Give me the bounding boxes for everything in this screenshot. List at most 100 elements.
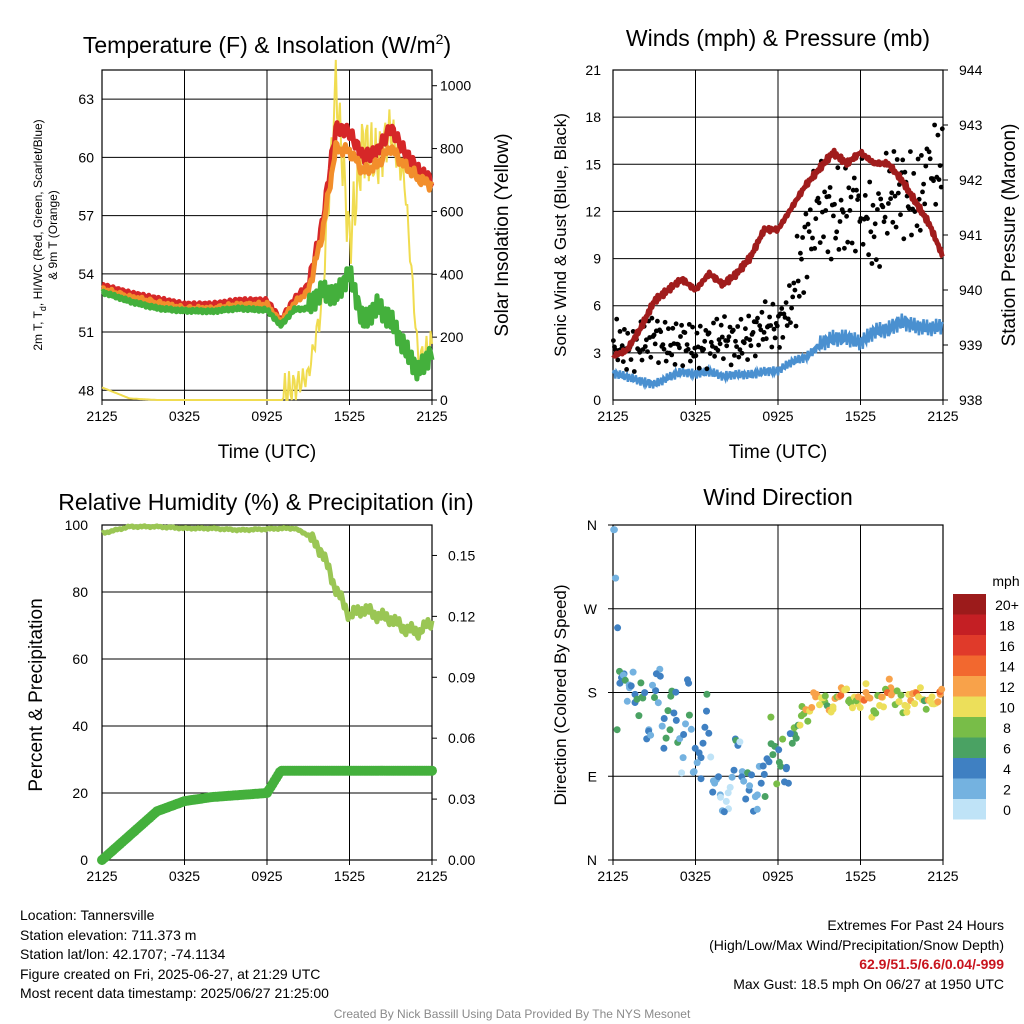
direction-point (757, 779, 765, 787)
legend-label: 6 (1003, 741, 1011, 757)
direction-point (759, 762, 767, 770)
gust-point (927, 156, 933, 162)
direction-point (701, 723, 709, 731)
gust-point (716, 337, 722, 343)
direction-point (623, 697, 631, 705)
gust-point (722, 314, 727, 319)
y-tick-label: N (587, 517, 597, 533)
gust-point (726, 334, 732, 340)
gust-point (771, 326, 777, 332)
gust-point (704, 366, 710, 372)
direction-point (627, 682, 635, 690)
y-tick-label: 60 (72, 651, 88, 667)
gust-point (894, 157, 900, 162)
temperature-chart: Temperature (F) & Insolation (W/m2) 2125 0… (31, 31, 513, 463)
x-tick-label: 0925 (762, 408, 793, 424)
direction-point (773, 780, 781, 788)
gust-point (788, 320, 793, 325)
x-axis-label: Time (UTC) (729, 442, 828, 463)
gust-point (702, 338, 708, 344)
y-tick-label-right: 938 (959, 392, 983, 408)
gust-point (848, 194, 854, 200)
gust-point (868, 229, 874, 235)
direction-point (804, 717, 812, 725)
direction-point (633, 695, 641, 703)
direction-point (635, 712, 643, 720)
direction-point (715, 773, 722, 781)
gust-point (908, 149, 913, 155)
direction-point (742, 795, 750, 803)
direction-point (724, 789, 732, 797)
direction-point (703, 707, 710, 715)
gust-point (849, 240, 855, 246)
gust-point (816, 200, 822, 206)
gust-point (938, 184, 944, 190)
gust-point (794, 233, 800, 239)
gust-point (876, 191, 881, 197)
gust-point (791, 280, 797, 286)
direction-point (616, 679, 624, 687)
direction-point (641, 689, 649, 697)
gust-point (767, 314, 772, 320)
y-tick-label: 3 (593, 345, 601, 361)
x-tick-label: 2125 (927, 408, 958, 424)
gust-point (878, 196, 884, 202)
y-tick-label: 51 (78, 324, 94, 340)
y-tick-label-right: 400 (440, 266, 464, 282)
gust-point (719, 334, 725, 340)
y-tick-label-right: 940 (959, 282, 983, 298)
gust-point (825, 249, 831, 255)
gust-point (724, 343, 730, 349)
x-tick-label: 0925 (251, 408, 282, 424)
gust-point (734, 344, 739, 349)
direction-point (775, 746, 783, 754)
gust-point (884, 230, 890, 236)
gust-point (747, 337, 753, 343)
gust-point (898, 212, 903, 218)
direction-point (637, 679, 645, 687)
gust-point (795, 278, 801, 284)
gust-point (821, 234, 826, 240)
y-tick-label-right: 200 (440, 329, 464, 345)
gust-point (836, 247, 842, 252)
gust-point (690, 324, 695, 330)
direction-point (612, 574, 620, 582)
gust-point (869, 261, 875, 266)
x-axis-label: Time (UTC) (218, 442, 317, 463)
gust-point (651, 332, 657, 338)
direction-point (691, 744, 699, 752)
gust-point (617, 329, 623, 334)
direction-point (678, 769, 686, 777)
gust-point (784, 323, 790, 328)
gust-point (890, 219, 896, 225)
legend-swatch (953, 696, 986, 717)
x-tick-label: 2125 (416, 408, 447, 424)
gust-point (844, 213, 849, 219)
gust-point (655, 318, 660, 324)
gust-point (851, 175, 857, 181)
gust-point (715, 347, 721, 353)
legend-label: 2 (1003, 782, 1011, 798)
direction-point (746, 782, 754, 790)
gust-point (725, 338, 731, 343)
x-tick-label: 0325 (680, 408, 711, 424)
gust-point (789, 305, 794, 311)
direction-point (658, 722, 666, 730)
y-tick-label-right: 943 (959, 117, 983, 133)
y-axis-label-right: Station Pressure (Maroon) (999, 124, 1020, 347)
gust-point (823, 208, 829, 213)
gust-point (838, 197, 844, 203)
direction-point (699, 739, 707, 747)
chart-title: Temperature (F) & Insolation (W/m2) (83, 31, 451, 58)
direction-point (808, 704, 816, 711)
x-tick-label: 0325 (169, 408, 200, 424)
direction-point (717, 793, 724, 801)
gust-point (881, 219, 887, 225)
direction-point (862, 680, 870, 688)
gust-point (762, 299, 768, 305)
gust-point (800, 235, 805, 240)
gust-point (936, 177, 942, 183)
gust-point (743, 326, 748, 332)
direction-point (872, 709, 880, 717)
gust-point (826, 194, 832, 199)
